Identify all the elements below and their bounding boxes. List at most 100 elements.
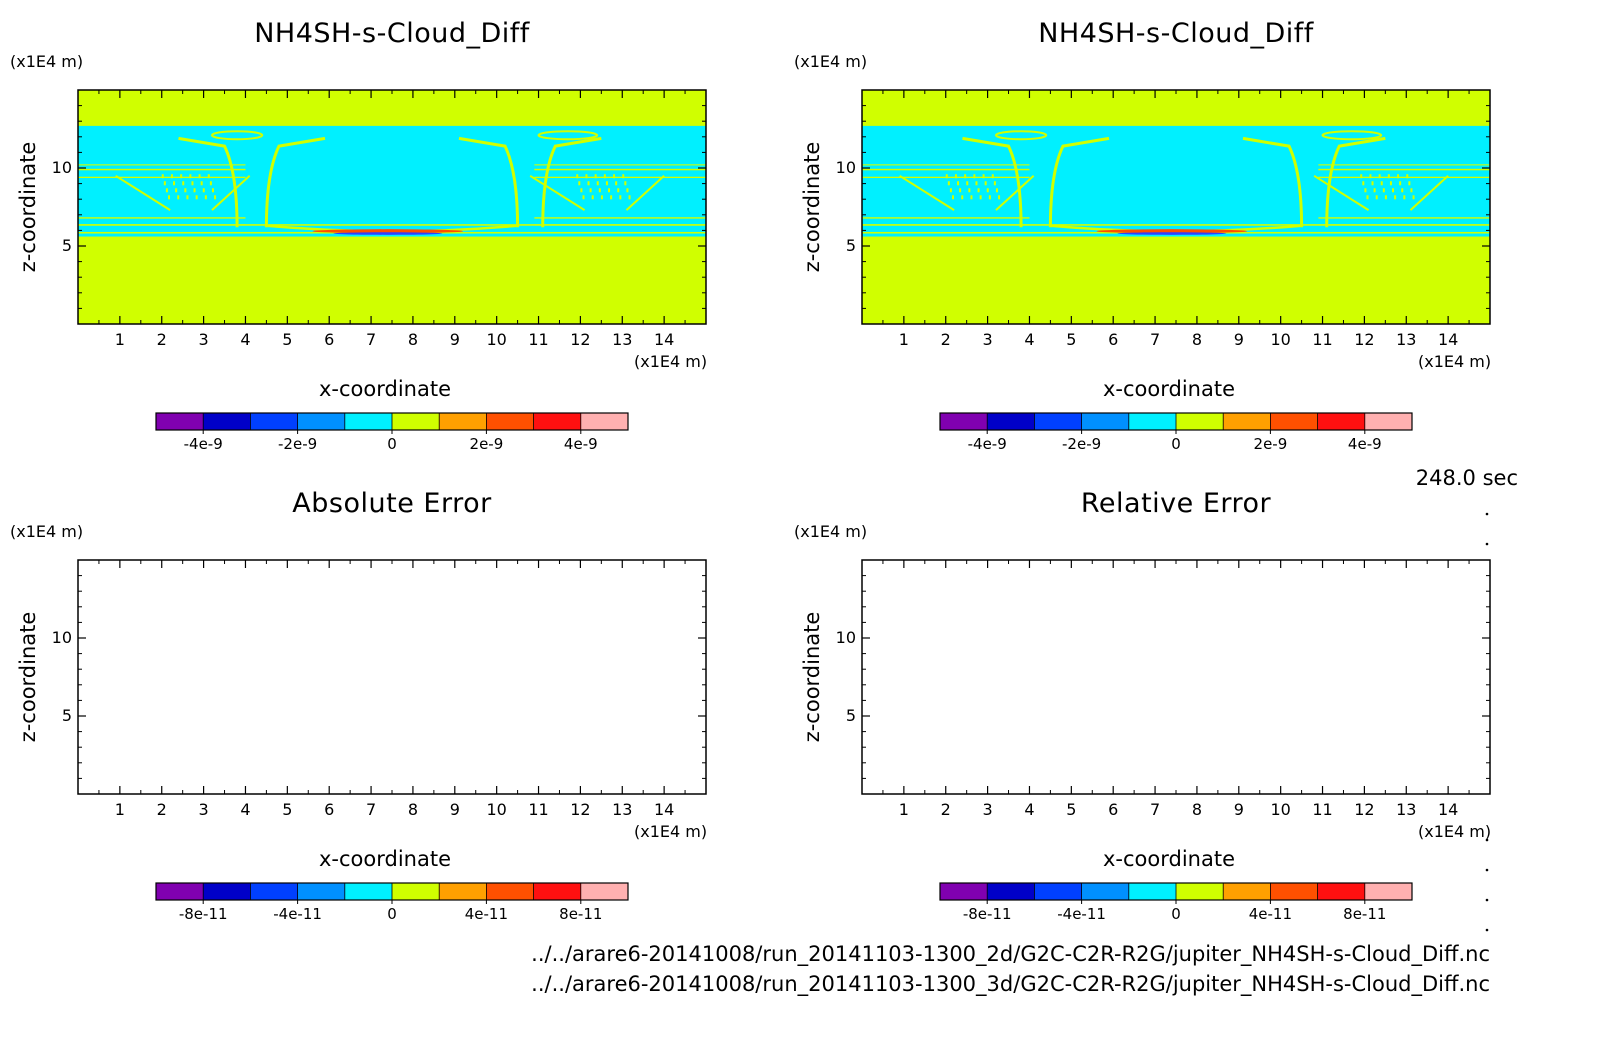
fan-dot	[977, 188, 980, 193]
fan-dot	[198, 174, 201, 179]
colorbar-swatch	[297, 883, 345, 900]
fan-dot	[986, 188, 989, 193]
colorbar-swatch	[392, 413, 440, 430]
colorbar-tick-label: 8e-11	[559, 905, 603, 923]
x-tick-label: 11	[1312, 330, 1333, 349]
fan-dot	[993, 181, 996, 186]
colorbar-swatch	[1176, 413, 1224, 430]
contour-band-right	[1318, 231, 1490, 234]
colorbar-swatch	[1081, 413, 1129, 430]
fan-dot	[591, 195, 594, 200]
contour-band-left	[862, 168, 1030, 171]
colorbar-frame	[939, 882, 1413, 901]
colorbar-swatch	[1317, 413, 1365, 430]
margin-dot	[1485, 868, 1489, 872]
colorbar-swatch	[439, 413, 487, 430]
x-unit-label: (x1E4 m)	[634, 822, 708, 841]
fan-dot	[608, 188, 611, 193]
x-tick-label: 4	[240, 800, 251, 819]
fan-dot	[1394, 195, 1397, 200]
fan-dot	[1366, 195, 1369, 200]
contour-band-right	[1318, 217, 1490, 219]
fan-dot	[1412, 195, 1415, 200]
colorbar-swatch	[940, 883, 988, 900]
x-tick-label: 14	[653, 330, 675, 349]
fan-dot	[947, 181, 950, 186]
fan-dot	[622, 174, 625, 179]
fan-dot	[626, 188, 629, 193]
colorbar-swatch	[1223, 413, 1271, 430]
colorbar-tick-label: -8e-11	[178, 905, 228, 923]
fan-dot	[1389, 181, 1392, 186]
fan-dot	[195, 195, 198, 200]
trough-positive	[312, 229, 464, 234]
contour-band-left	[78, 224, 246, 226]
file-path-2d: ../../arare6-20141008/run_20141103-1300_…	[531, 942, 1490, 966]
fan-dot	[173, 181, 176, 186]
fan-dot	[964, 174, 967, 179]
colorbar-swatch	[297, 413, 345, 430]
colorbar-tick-label: 8e-11	[1343, 905, 1387, 923]
x-unit-label: (x1E4 m)	[1418, 822, 1492, 841]
fan-dot	[1403, 195, 1406, 200]
colorbar-tick-label: -2e-9	[278, 435, 318, 453]
plot-frame	[77, 89, 707, 325]
colorbar-tick-label: -4e-11	[1057, 905, 1106, 923]
plume-cap	[1321, 130, 1383, 141]
colorbar-tick-label: 0	[1171, 435, 1181, 453]
trough-negative	[1117, 232, 1227, 235]
panel-title: NH4SH-s-Cloud_Diff	[1038, 18, 1314, 49]
fan-dot	[979, 195, 982, 200]
x-tick-label: 10	[486, 800, 507, 819]
cloud-layer	[78, 125, 706, 237]
fan-dot	[585, 174, 588, 179]
fan-dot	[624, 181, 627, 186]
colorbar-swatch	[987, 413, 1035, 430]
fan-dot	[204, 195, 207, 200]
x-tick-label: 4	[240, 330, 251, 349]
plot-frame	[77, 559, 707, 795]
x-unit-label: (x1E4 m)	[1418, 352, 1492, 371]
fan-line	[625, 175, 665, 211]
fan-dot	[998, 195, 1001, 200]
x-tick-label: 5	[1066, 800, 1077, 819]
fan-dot	[578, 181, 581, 186]
fan-dot	[168, 195, 171, 200]
fan-dot	[182, 181, 185, 186]
colorbar-swatch	[580, 413, 628, 430]
x-tick-label: 12	[570, 330, 591, 349]
z-unit-label: (x1E4 m)	[10, 522, 84, 541]
fan-dot	[189, 174, 192, 179]
fan-dot	[957, 181, 960, 186]
colorbar-tick-label: 0	[1171, 905, 1181, 923]
fan-dot	[1382, 188, 1385, 193]
fan-dot	[1406, 174, 1409, 179]
colorbar-swatch	[486, 883, 534, 900]
fan-dot	[1364, 188, 1367, 193]
colorbar-frame	[939, 412, 1413, 431]
x-tick-label: 6	[324, 800, 335, 819]
fan-dot	[589, 188, 592, 193]
x-tick-label: 13	[612, 800, 633, 819]
fan-dot	[1384, 195, 1387, 200]
contour-band-right	[1318, 164, 1490, 166]
colorbar-tick-label: 2e-9	[1253, 435, 1288, 453]
fan-line	[115, 174, 171, 211]
colorbar-swatch	[344, 883, 392, 900]
fan-dot	[619, 195, 622, 200]
fan-dot	[988, 195, 991, 200]
x-tick-label: 12	[570, 800, 591, 819]
x-tick-label: 8	[1191, 800, 1203, 819]
fan-line	[899, 174, 955, 211]
contour-band	[862, 231, 1490, 234]
fan-dot	[1401, 188, 1404, 193]
fan-dot	[184, 188, 187, 193]
x-tick-label: 7	[365, 330, 377, 349]
x-axis-title: x-coordinate	[1102, 377, 1235, 401]
fan-dot	[605, 181, 608, 186]
colorbar-swatch	[580, 883, 628, 900]
contour-band-left	[78, 231, 246, 234]
plot-frame	[861, 89, 1491, 325]
fan-line	[211, 175, 251, 211]
